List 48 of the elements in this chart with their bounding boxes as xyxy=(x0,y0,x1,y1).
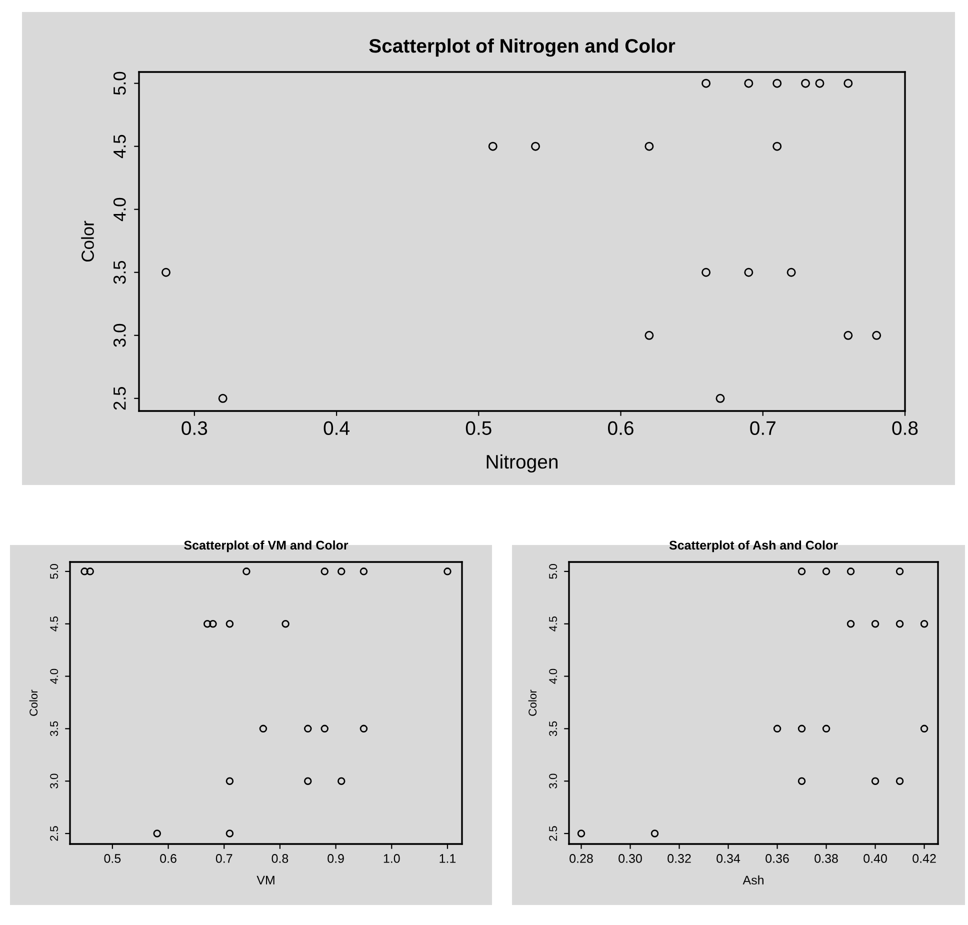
y-tick-label: 3.5 xyxy=(50,721,58,736)
y-tick-label: 3.0 xyxy=(549,774,558,788)
x-tick-label: 0.28 xyxy=(570,854,593,863)
y-tick-label: 3.0 xyxy=(113,324,126,347)
x-tick-label: 0.30 xyxy=(618,854,642,863)
x-tick-label: 0.8 xyxy=(892,421,918,436)
chart-title: Scatterplot of Ash and Color xyxy=(669,540,838,552)
x-tick-label: 0.9 xyxy=(328,854,344,863)
x-tick-label: 0.7 xyxy=(216,854,232,863)
y-axis-title: Color xyxy=(528,690,537,716)
x-tick-label: 0.34 xyxy=(716,854,740,863)
x-axis-title: Nitrogen xyxy=(486,454,558,473)
y-tick-label: 5.0 xyxy=(50,564,58,579)
y-tick-label: 2.5 xyxy=(549,826,558,841)
x-tick-label: 0.42 xyxy=(912,854,936,863)
x-tick-label: 0.40 xyxy=(864,854,887,863)
y-tick-label: 3.5 xyxy=(113,260,126,284)
chart-title: Scatterplot of Nitrogen and Color xyxy=(369,38,676,57)
x-tick-label: 0.32 xyxy=(668,854,691,863)
y-tick-label: 4.0 xyxy=(549,668,558,684)
x-tick-label: 0.3 xyxy=(182,421,208,436)
y-tick-label: 5.0 xyxy=(113,72,126,95)
chart-title: Scatterplot of VM and Color xyxy=(184,540,348,552)
y-axis-title: Color xyxy=(81,220,94,262)
x-tick-label: 0.6 xyxy=(608,421,634,436)
x-tick-label: 1.0 xyxy=(384,854,400,863)
y-tick-label: 5.0 xyxy=(549,564,558,579)
y-tick-label: 4.0 xyxy=(50,668,58,684)
y-tick-label: 3.0 xyxy=(50,774,58,788)
x-tick-label: 0.8 xyxy=(272,854,288,863)
x-axis-title: VM xyxy=(256,876,274,884)
x-tick-label: 0.5 xyxy=(466,421,492,436)
x-tick-label: 0.7 xyxy=(750,421,776,436)
x-tick-label: 0.5 xyxy=(104,854,121,863)
x-tick-label: 1.1 xyxy=(440,854,456,863)
x-tick-label: 0.36 xyxy=(766,854,789,863)
x-tick-label: 0.6 xyxy=(160,854,176,863)
x-tick-label: 0.4 xyxy=(324,421,350,436)
y-tick-label: 3.5 xyxy=(549,721,558,736)
y-tick-label: 2.5 xyxy=(113,386,126,410)
y-tick-label: 4.5 xyxy=(114,134,126,158)
x-tick-label: 0.38 xyxy=(814,854,838,863)
x-axis-title: Ash xyxy=(742,875,764,885)
y-tick-label: 4.5 xyxy=(50,616,58,632)
y-tick-label: 4.5 xyxy=(549,616,558,632)
y-tick-label: 2.5 xyxy=(50,826,58,841)
y-tick-label: 4.0 xyxy=(113,198,126,222)
y-axis-title: Color xyxy=(29,690,38,716)
